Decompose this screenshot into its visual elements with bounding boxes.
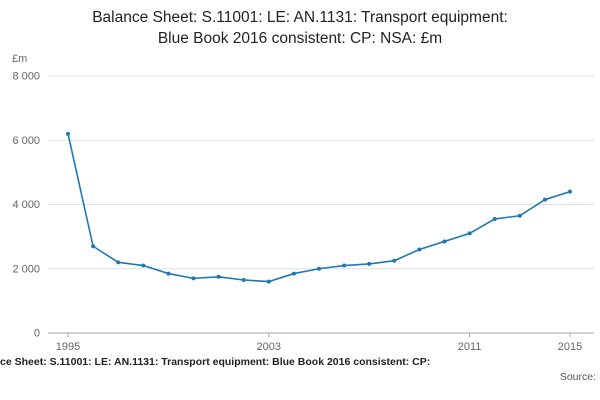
chart-title: Balance Sheet: S.11001: LE: AN.1131: Tra… (0, 0, 600, 50)
data-point-marker (191, 276, 196, 281)
data-point-marker (417, 247, 422, 252)
data-point-marker (266, 279, 271, 284)
data-point-marker (317, 266, 321, 271)
x-tick-label: 2003 (257, 341, 281, 353)
y-tick-label: 0 (34, 327, 40, 339)
chart-footer: ce Sheet: S.11001: LE: AN.1131: Transpor… (0, 356, 600, 383)
y-axis-labels-group: 0 2 000 4 000 6 000 8 000 (12, 70, 40, 339)
data-point-marker (291, 271, 296, 276)
x-axis-group: 1995 2003 2011 2015 (56, 332, 582, 353)
y-tick-label: 4 000 (12, 199, 40, 211)
y-tick-label: 2 000 (12, 263, 40, 275)
series-line-group (66, 131, 572, 284)
series-line (67, 133, 571, 283)
data-point-marker (517, 213, 522, 218)
data-point-marker (91, 244, 96, 249)
data-point-marker (342, 263, 347, 268)
footer-caption: ce Sheet: S.11001: LE: AN.1131: Transpor… (0, 356, 431, 368)
data-point-marker (166, 271, 171, 276)
data-point-marker (492, 216, 497, 221)
x-tick-label: 1995 (56, 341, 80, 353)
data-point-marker (467, 231, 472, 236)
x-tick-label: 2011 (458, 341, 482, 353)
y-axis-unit-label: £m (12, 53, 27, 65)
source-label: Source: (559, 371, 596, 383)
data-point-marker (392, 258, 397, 263)
data-point-marker (367, 261, 372, 266)
data-point-marker (241, 277, 246, 282)
x-tick-label: 2015 (558, 341, 582, 353)
y-tick-label: 8 000 (12, 70, 40, 82)
data-point-marker (66, 131, 70, 136)
data-point-marker (216, 274, 221, 279)
chart-title-line2: Blue Book 2016 consistent: CP: NSA: £m (157, 29, 443, 47)
data-point-marker (542, 197, 547, 202)
y-tick-label: 6 000 (12, 135, 40, 147)
data-point-marker (116, 260, 121, 265)
chart-title-line1: Balance Sheet: S.11001: LE: AN.1131: Tra… (92, 9, 508, 26)
data-point-marker (568, 189, 572, 194)
chart-svg: £m 0 2 000 4 000 6 000 8 000 1995 2003 2011 201… (12, 53, 594, 353)
data-point-marker (442, 239, 447, 244)
gridlines-group (48, 75, 594, 334)
data-point-marker (141, 263, 146, 268)
